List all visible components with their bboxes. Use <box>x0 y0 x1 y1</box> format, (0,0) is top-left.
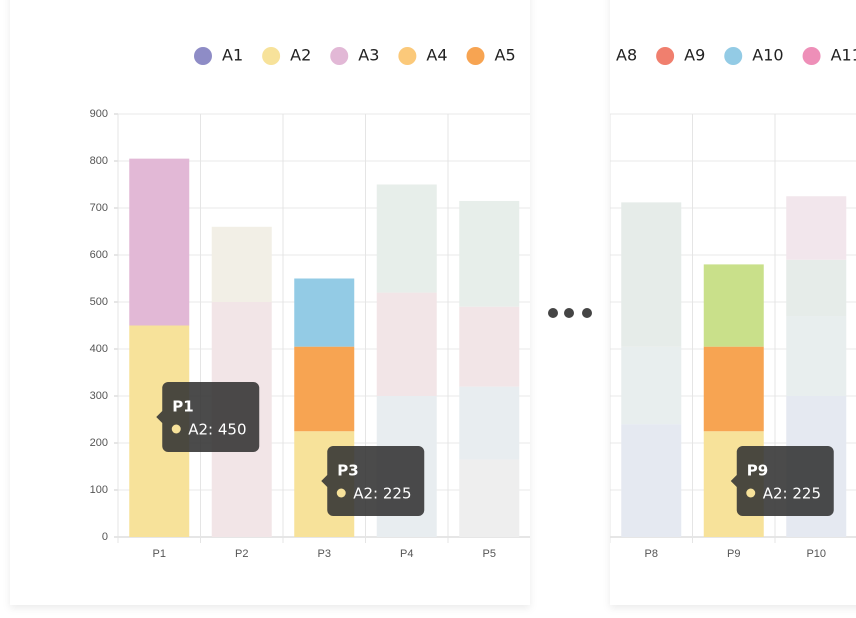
bar-segment <box>703 264 764 347</box>
bar-segment <box>621 346 682 425</box>
ellipsis <box>548 308 592 318</box>
legend-swatch <box>262 47 281 65</box>
bar-segment <box>621 424 682 537</box>
bar-segment <box>621 202 682 347</box>
y-tick-label: 500 <box>90 296 108 308</box>
bar-segment <box>786 259 847 317</box>
tooltip-box <box>730 446 834 516</box>
bar-segment <box>459 200 520 307</box>
legend-label: A5 <box>495 46 516 65</box>
x-tick-label: P8 <box>645 548 658 560</box>
legend-label: A1 <box>222 46 243 65</box>
tooltip-box <box>156 382 260 452</box>
x-tick-label: P1 <box>153 548 166 560</box>
y-tick-label: 200 <box>90 437 108 449</box>
bar-segment <box>211 226 272 302</box>
tooltip-label: A2: 225 <box>353 485 411 503</box>
legend-label: A11 <box>831 46 856 65</box>
x-tick-label: P10 <box>806 548 826 560</box>
x-tick-label: P3 <box>318 548 331 560</box>
legend-swatch <box>398 47 417 65</box>
y-tick-label: 0 <box>102 531 108 543</box>
dot <box>582 308 592 318</box>
y-tick-label: 800 <box>90 155 108 167</box>
x-tick-label: P9 <box>727 548 740 560</box>
tooltip-label: A2: 450 <box>188 421 246 439</box>
y-tick-label: 700 <box>90 202 108 214</box>
tooltips: P1 A2: 450 P3 A2: 225 P9 A2: 225 <box>156 382 834 516</box>
y-tick-label: 400 <box>90 343 108 355</box>
bar-segment <box>294 278 355 347</box>
y-tick-label: 600 <box>90 249 108 261</box>
dot <box>548 308 558 318</box>
x-tick-label: P4 <box>400 548 413 560</box>
legend-swatch <box>802 47 821 65</box>
tooltip-dot <box>336 488 346 498</box>
y-tick-label: 100 <box>90 484 108 496</box>
legend-label: A9 <box>684 46 705 65</box>
legend-label: A3 <box>358 46 379 65</box>
x-tick-label: P5 <box>483 548 496 560</box>
bar-segment <box>376 292 437 396</box>
tooltip-title: P3 <box>337 462 358 480</box>
tooltip-box <box>321 446 425 516</box>
bar-segment <box>786 316 847 396</box>
legend-swatch <box>588 47 606 65</box>
y-tick-label: 900 <box>90 108 108 120</box>
panel: P8 P9 P10 A8 A9 A10 A11 <box>588 46 856 560</box>
bar-segment <box>703 346 764 432</box>
legend-label: A4 <box>426 46 447 65</box>
tooltip-dot <box>171 424 181 434</box>
bar-segment <box>129 158 190 326</box>
tooltip-title: P1 <box>172 398 193 416</box>
bar-segment <box>459 386 520 460</box>
tooltip-dot <box>746 488 756 498</box>
legend-swatch <box>656 47 675 65</box>
legend-label: A8 <box>616 46 637 65</box>
legend-swatch <box>330 47 349 65</box>
y-tick-label: 300 <box>90 390 108 402</box>
legend-label: A2 <box>290 46 311 65</box>
legend-swatch <box>724 47 743 65</box>
bar-segment <box>786 196 847 260</box>
bar-segment <box>294 346 355 432</box>
bar-segment <box>376 184 437 293</box>
legend-label: A10 <box>752 46 783 65</box>
legend-swatch <box>466 47 485 65</box>
x-tick-label: P2 <box>235 548 248 560</box>
bar-segment <box>459 306 520 387</box>
tooltip-title: P9 <box>747 462 768 480</box>
tooltip-label: A2: 225 <box>763 485 821 503</box>
dot <box>564 308 574 318</box>
legend-swatch <box>194 47 212 65</box>
bar-segment <box>459 459 520 537</box>
